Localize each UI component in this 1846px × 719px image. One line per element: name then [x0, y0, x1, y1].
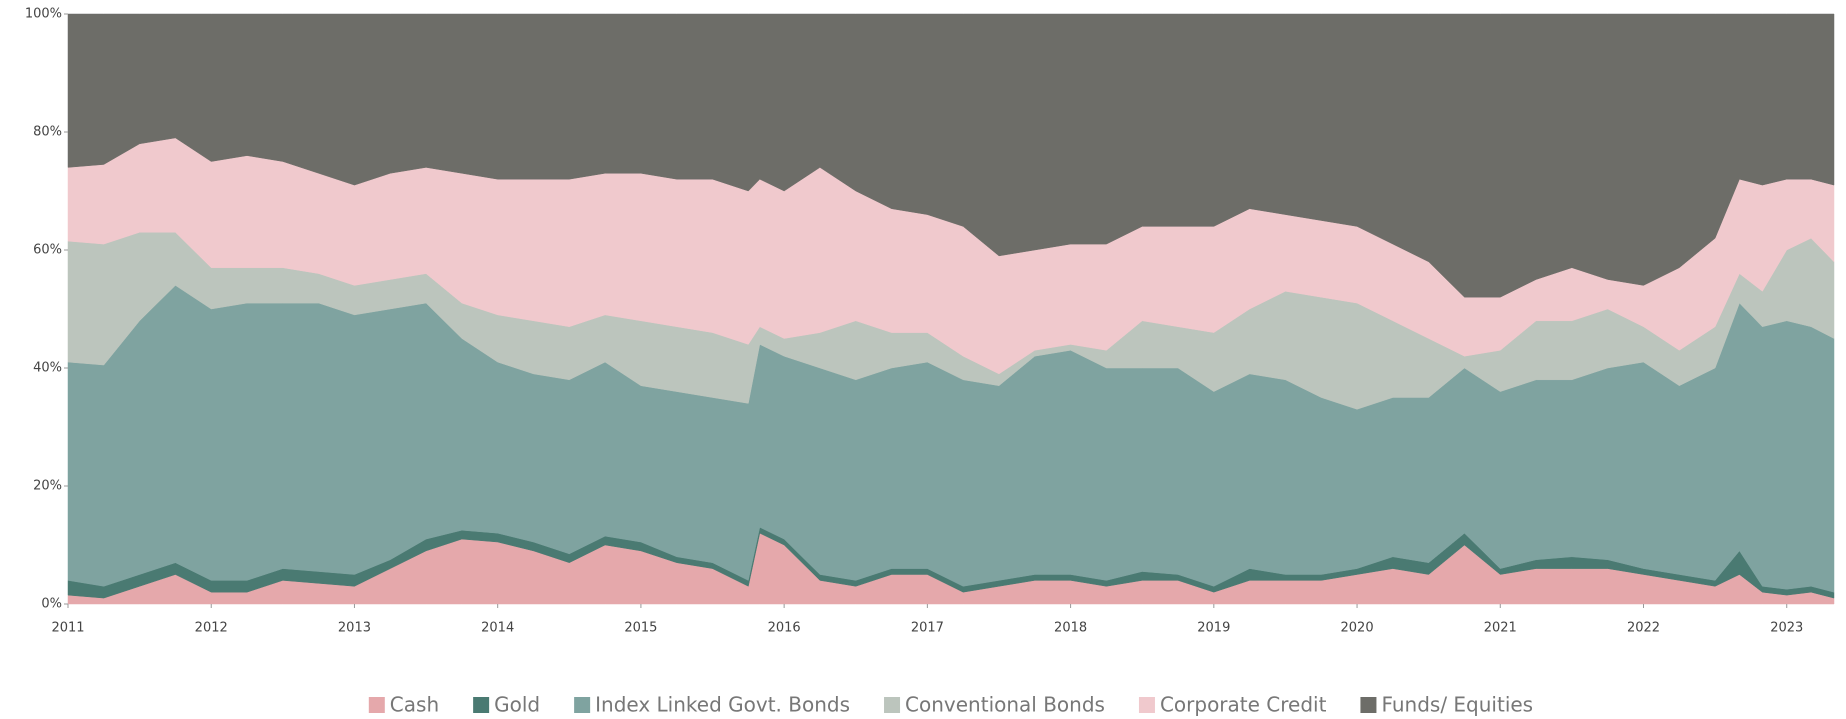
legend-swatch	[1360, 697, 1377, 713]
legend: Cash Gold Index Linked Govt. Bonds Conventi…	[368, 693, 1533, 717]
x-tick-label: 2021	[1484, 621, 1517, 636]
legend-label: Cash	[390, 693, 439, 717]
x-tick-label: 2019	[1197, 621, 1230, 636]
y-tick-label: 40%	[33, 361, 62, 376]
legend-label: Corporate Credit	[1160, 693, 1327, 717]
legend-label: Gold	[494, 693, 540, 717]
x-tick-label: 2023	[1770, 621, 1803, 636]
x-tick-label: 2018	[1054, 621, 1087, 636]
x-tick-label: 2017	[911, 621, 944, 636]
x-tick-label: 2016	[768, 621, 801, 636]
legend-label: Funds/ Equities	[1381, 693, 1533, 717]
legend-swatch	[473, 697, 490, 713]
legend-swatch	[574, 697, 591, 713]
y-tick-label: 20%	[33, 479, 62, 494]
x-tick-label: 2015	[624, 621, 657, 636]
x-tick-label: 2012	[195, 621, 228, 636]
x-tick-label: 2022	[1627, 621, 1660, 636]
legend-swatch	[884, 697, 901, 713]
y-tick-label: 0%	[41, 597, 62, 612]
legend-swatch	[1138, 697, 1155, 713]
y-tick-label: 60%	[33, 243, 62, 258]
x-tick-label: 2020	[1341, 621, 1374, 636]
y-tick-label: 80%	[33, 125, 62, 140]
legend-swatch	[368, 697, 385, 713]
x-tick-label: 2014	[481, 621, 514, 636]
legend-label: Conventional Bonds	[905, 693, 1105, 717]
x-tick-label: 2013	[338, 621, 371, 636]
legend-label: Index Linked Govt. Bonds	[595, 693, 850, 717]
area	[67, 13, 1835, 298]
y-tick-label: 100%	[25, 7, 62, 22]
x-tick-label: 2011	[51, 621, 84, 636]
